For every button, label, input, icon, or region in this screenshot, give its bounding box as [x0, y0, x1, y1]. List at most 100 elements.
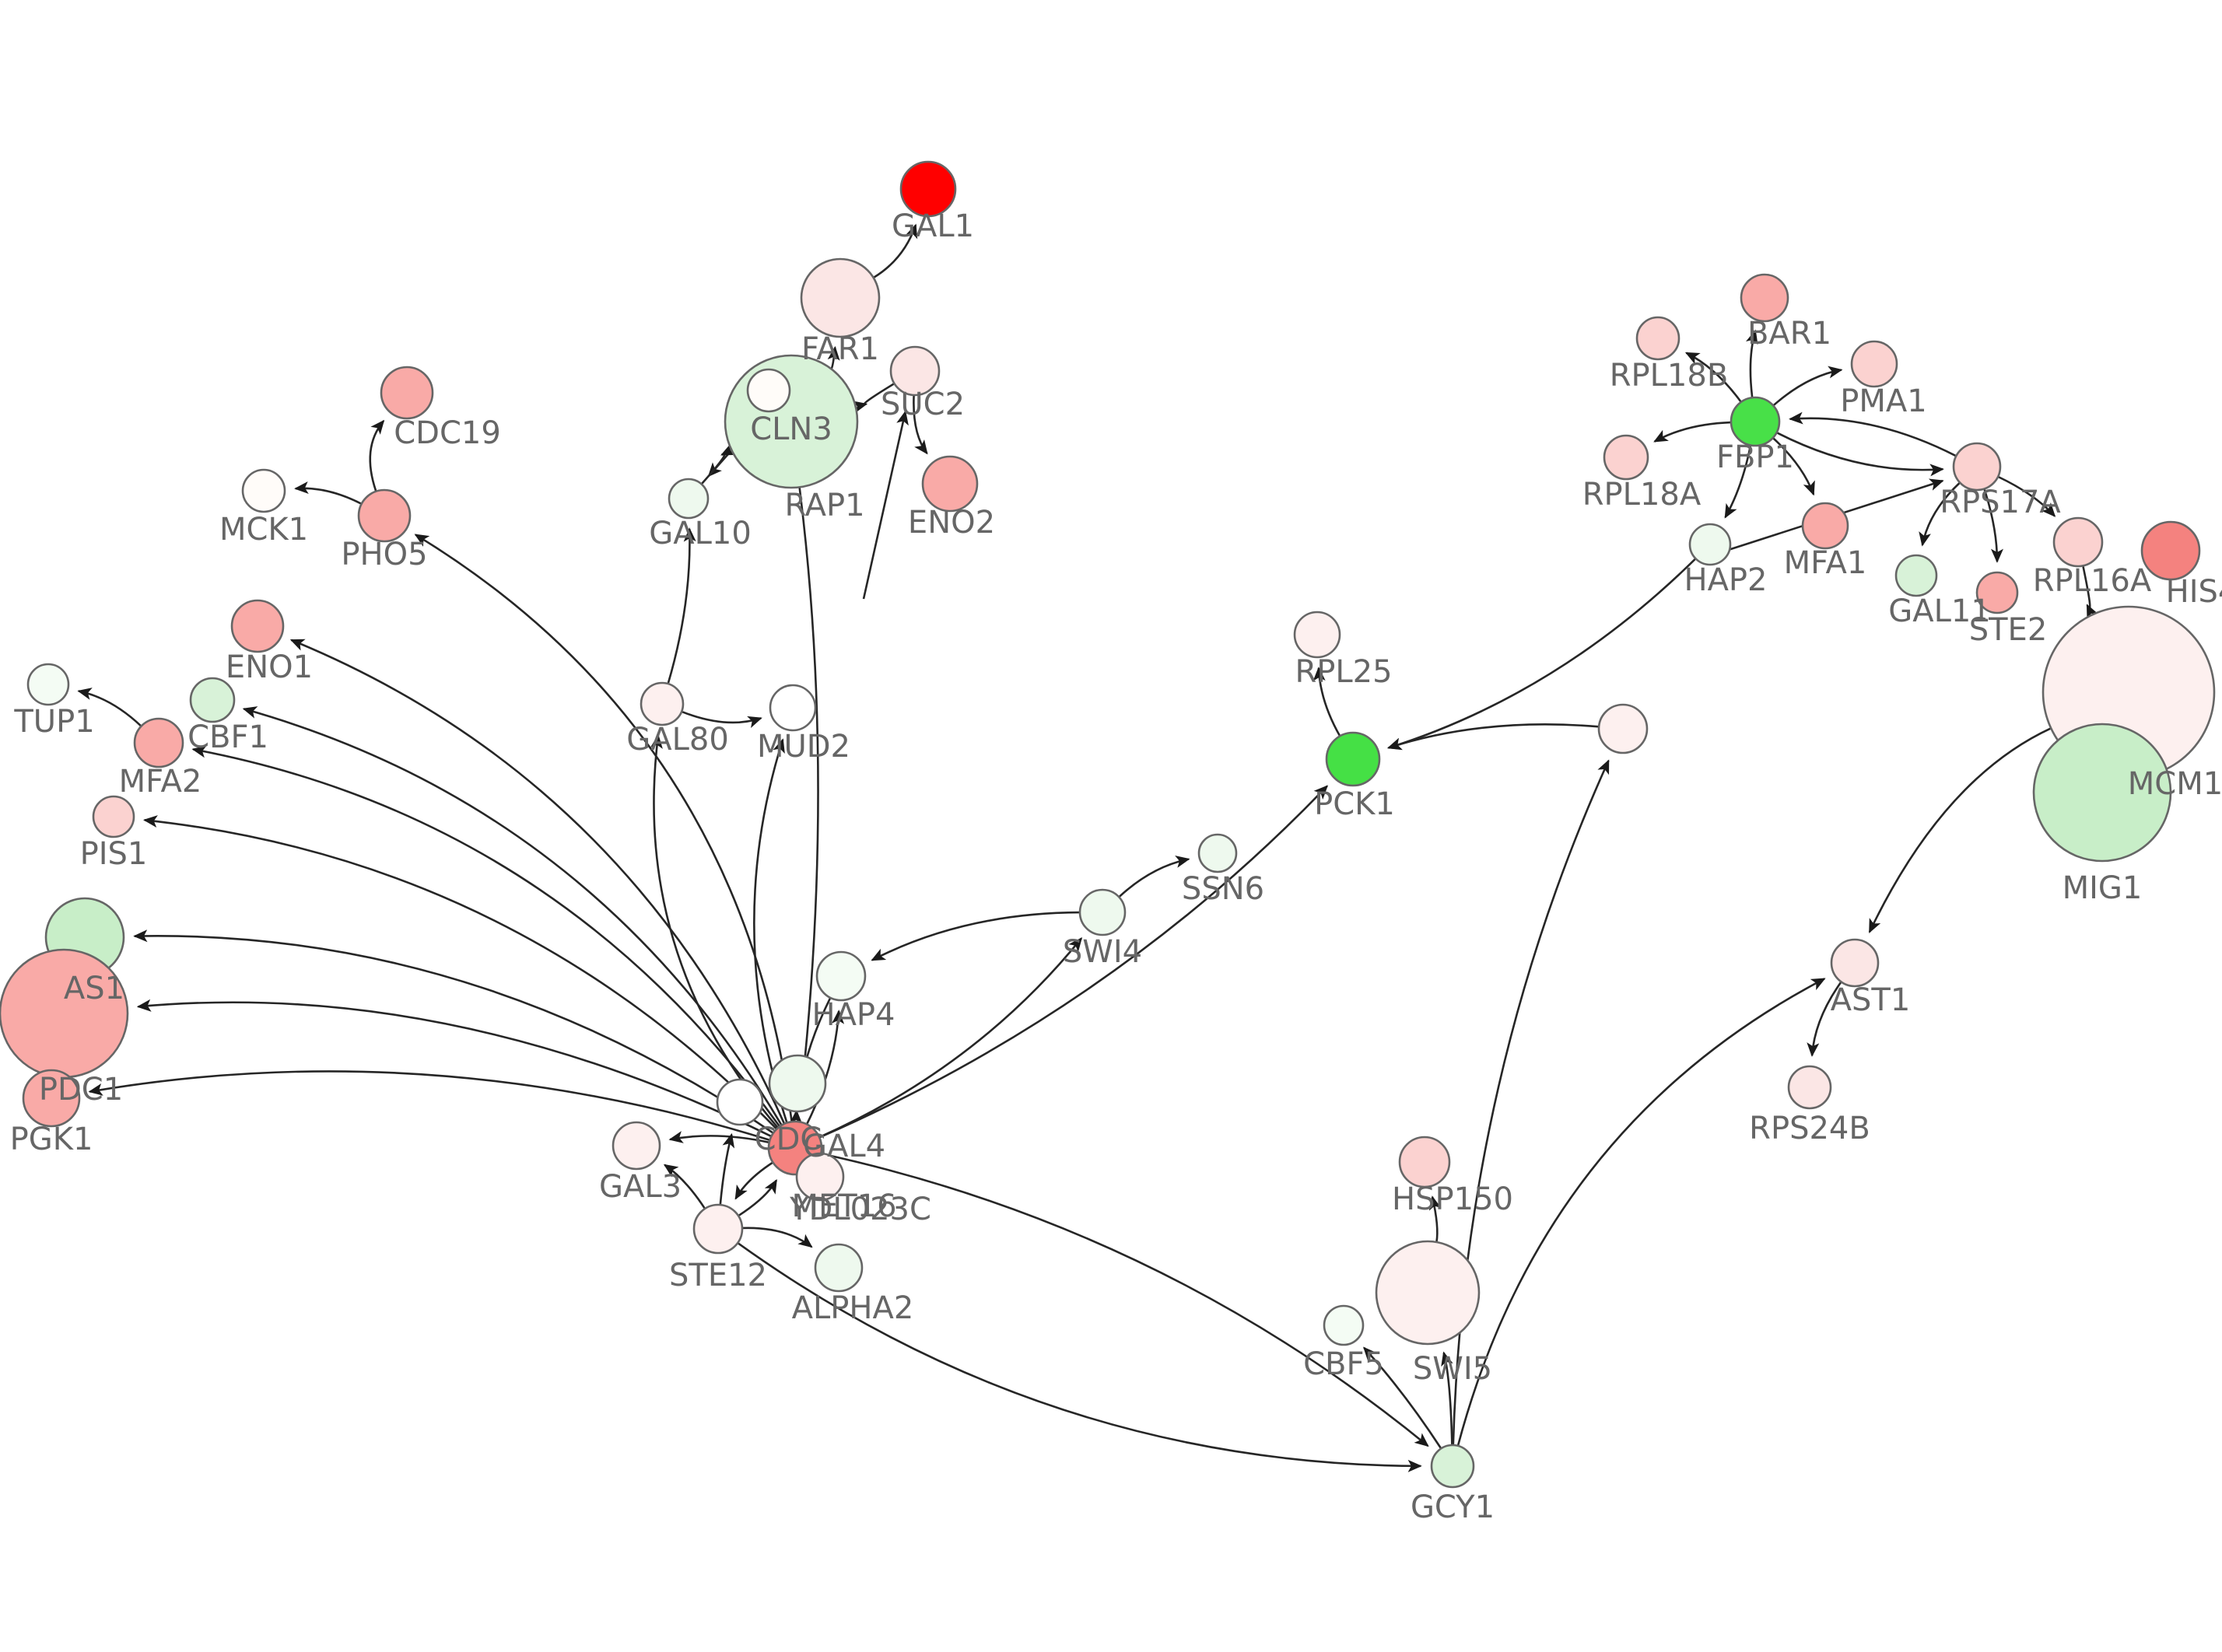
node-label: RPL18B — [1610, 358, 1729, 394]
node-label: AS1 — [64, 971, 124, 1006]
node-label: GAL3 — [599, 1169, 682, 1205]
node-label: GAL11 — [1888, 593, 1991, 629]
node-label: PDC1 — [39, 1072, 123, 1108]
edge — [737, 1242, 1422, 1472]
graph-node[interactable] — [746, 368, 791, 413]
graph-node[interactable] — [1830, 938, 1880, 988]
graph-node[interactable] — [1078, 888, 1127, 936]
graph-node[interactable] — [1952, 442, 2002, 492]
node-label: HAP4 — [811, 997, 895, 1033]
graph-node[interactable] — [1635, 316, 1681, 361]
edge — [681, 710, 762, 729]
graph-node[interactable] — [1375, 1240, 1481, 1346]
node-label: SWI4 — [1063, 934, 1142, 970]
graph-node[interactable] — [2140, 520, 2201, 581]
node-label: STE12 — [669, 1258, 767, 1293]
graph-node[interactable] — [1597, 703, 1649, 754]
edge — [873, 223, 918, 279]
graph-node[interactable] — [1801, 502, 1849, 550]
edge — [289, 639, 786, 1125]
graph-node[interactable] — [26, 663, 70, 706]
node-label: BAR1 — [1747, 316, 1831, 352]
graph-node[interactable] — [1197, 833, 1238, 873]
graph-node[interactable] — [899, 160, 957, 218]
graph-node[interactable] — [241, 468, 286, 513]
node-label: SWI5 — [1413, 1351, 1492, 1387]
node-label: GAL80 — [626, 722, 729, 758]
graph-node[interactable] — [230, 599, 285, 653]
node-label: ENO2 — [908, 505, 995, 541]
graph-node[interactable] — [380, 366, 434, 420]
graph-node[interactable] — [1293, 611, 1341, 659]
node-label: MCK1 — [219, 512, 308, 548]
node-label: CDC19 — [394, 415, 501, 451]
graph-node[interactable] — [1325, 731, 1381, 787]
graph-node[interactable] — [2052, 516, 2104, 568]
graph-node[interactable] — [357, 488, 412, 543]
graph-node[interactable] — [692, 1203, 744, 1255]
graph-node[interactable] — [1603, 434, 1649, 481]
edge — [1313, 667, 1341, 737]
edge — [1746, 329, 1758, 398]
edge — [77, 688, 142, 727]
node-label: PCK1 — [1314, 786, 1395, 822]
graph-node[interactable] — [0, 948, 129, 1079]
graph-node[interactable] — [795, 1152, 845, 1202]
graph-node[interactable] — [921, 455, 979, 513]
graph-node[interactable] — [92, 795, 135, 838]
node-label: MIG1 — [2063, 870, 2143, 906]
edge — [719, 1132, 735, 1206]
node-label: PGK1 — [10, 1122, 93, 1157]
edge — [1775, 431, 1944, 477]
node-label: SSN6 — [1182, 871, 1264, 907]
node-label: HAP2 — [1684, 562, 1767, 598]
graph-node[interactable] — [768, 1054, 827, 1113]
graph-node[interactable] — [2032, 723, 2172, 863]
graph-node[interactable] — [612, 1121, 661, 1171]
graph-node[interactable] — [889, 345, 941, 397]
graph-node[interactable] — [22, 1069, 81, 1128]
graph-node[interactable] — [1740, 273, 1789, 323]
node-label: STE2 — [1969, 612, 2048, 648]
node-label: PHO5 — [341, 537, 427, 572]
edge — [852, 383, 895, 413]
graph-node[interactable] — [1323, 1304, 1365, 1346]
node-label: GAL10 — [649, 516, 752, 551]
graph-node[interactable] — [1850, 340, 1898, 388]
edge — [1428, 1195, 1442, 1243]
edge — [1653, 421, 1732, 443]
edge — [663, 1164, 706, 1209]
graph-node[interactable] — [189, 677, 236, 723]
graph-node[interactable] — [716, 1078, 764, 1126]
graph-node[interactable] — [769, 684, 817, 732]
graph-node[interactable] — [1688, 523, 1732, 566]
node-label: MCM1 — [2128, 766, 2222, 802]
node-label: MFA1 — [1784, 545, 1867, 581]
node-label: YDL023C — [789, 1192, 931, 1227]
node-label: CBF1 — [188, 719, 268, 755]
graph-node[interactable] — [1975, 571, 2019, 614]
graph-node[interactable] — [1398, 1136, 1451, 1188]
edge — [1387, 558, 1697, 751]
edge — [142, 815, 778, 1130]
edge — [133, 929, 774, 1134]
graph-node[interactable] — [1730, 396, 1781, 447]
graph-node[interactable] — [1894, 554, 1938, 597]
edge — [1456, 978, 1826, 1447]
node-label: RPS24B — [1749, 1111, 1870, 1146]
edge — [668, 1131, 770, 1144]
graph-node[interactable] — [133, 717, 184, 768]
graph-node[interactable] — [640, 681, 685, 726]
graph-node[interactable] — [1787, 1065, 1832, 1110]
graph-node[interactable] — [800, 257, 881, 338]
edge — [294, 481, 363, 506]
graph-node[interactable] — [815, 950, 867, 1002]
graph-node[interactable] — [1430, 1444, 1475, 1489]
node-label: ALPHA2 — [792, 1290, 914, 1326]
edge — [191, 745, 781, 1128]
edge — [734, 1161, 774, 1200]
graph-node[interactable] — [668, 478, 710, 520]
graph-node[interactable] — [814, 1243, 864, 1293]
